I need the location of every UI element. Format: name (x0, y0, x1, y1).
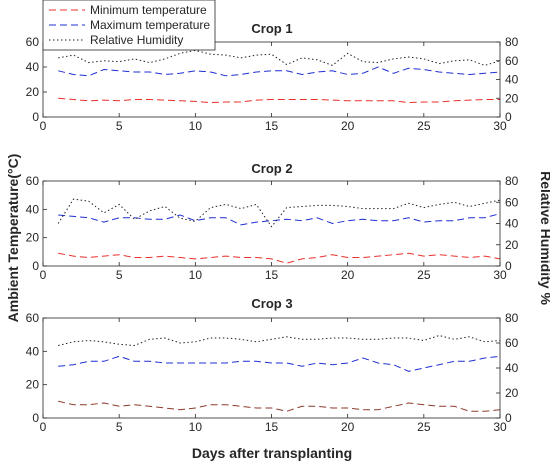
x-tick-label: 15 (265, 119, 279, 133)
y-left-tick-label: 60 (26, 174, 40, 188)
chart-title-1: Crop 1 (251, 21, 292, 36)
y-left-tick-label: 20 (26, 378, 40, 392)
plot-frame-3 (42, 317, 501, 419)
x-tick-label: 5 (116, 268, 123, 282)
series-line-2-1 (58, 252, 501, 264)
x-tick-label: 5 (116, 119, 123, 133)
legend-label: Maximum temperature (90, 18, 210, 32)
x-tick-label: 15 (265, 268, 279, 282)
x-tick-label: 30 (493, 268, 507, 282)
plot-frame-1 (42, 41, 501, 118)
series-line-1-1 (58, 97, 500, 104)
x-tick-label: 5 (116, 420, 123, 434)
y-right-tick-label: 0 (505, 110, 512, 124)
x-tick-label: 0 (40, 420, 47, 434)
series-line-1-3 (58, 49, 501, 66)
y-left-tick-label: 0 (32, 411, 39, 425)
x-tick-label: 20 (341, 420, 355, 434)
y-left-tick-label: 40 (26, 60, 40, 74)
x-tick-label: 30 (493, 119, 507, 133)
y-right-tick-label: 20 (505, 91, 519, 105)
y-left-tick-label: 60 (26, 311, 40, 325)
y-axis-label-left: Ambient Temperature(°C) (5, 154, 21, 323)
y-right-tick-label: 80 (505, 174, 519, 188)
x-tick-label: 0 (40, 268, 47, 282)
y-left-tick-label: 0 (32, 259, 39, 273)
y-right-tick-label: 0 (505, 411, 512, 425)
y-left-tick-label: 20 (26, 231, 40, 245)
x-tick-label: 20 (341, 119, 355, 133)
y-left-tick-label: 20 (26, 85, 40, 99)
y-right-tick-label: 60 (505, 54, 519, 68)
y-right-tick-label: 60 (505, 195, 519, 209)
legend-label: Minimum temperature (90, 3, 207, 17)
x-tick-label: 25 (417, 420, 431, 434)
x-tick-label: 10 (189, 420, 203, 434)
y-right-tick-label: 20 (505, 386, 519, 400)
series-line-2-2 (58, 213, 501, 226)
y-left-tick-label: 40 (26, 344, 40, 358)
y-right-tick-label: 20 (505, 238, 519, 252)
legend-label: Relative Humidity (90, 33, 183, 47)
x-tick-label: 20 (341, 268, 355, 282)
series-line-1-2 (58, 66, 501, 77)
x-tick-label: 0 (40, 119, 47, 133)
y-right-tick-label: 40 (505, 217, 519, 231)
series-line-3-2 (58, 355, 501, 372)
plot-frame-2 (42, 180, 501, 267)
series-line-3-1 (58, 400, 501, 412)
chart-title-2: Crop 2 (251, 161, 292, 176)
y-right-tick-label: 80 (505, 35, 519, 49)
y-right-tick-label: 60 (505, 336, 519, 350)
chart-title-3: Crop 3 (251, 296, 292, 311)
y-axis-label-right: Relative Humidity % (538, 171, 550, 305)
y-left-tick-label: 60 (26, 35, 40, 49)
x-axis-label: Days after transplanting (192, 445, 352, 461)
series-line-2-3 (57, 198, 501, 228)
x-tick-label: 15 (265, 420, 279, 434)
x-tick-label: 25 (417, 119, 431, 133)
y-right-tick-label: 40 (505, 361, 519, 375)
x-tick-label: 10 (189, 268, 203, 282)
y-right-tick-label: 40 (505, 73, 519, 87)
y-left-tick-label: 40 (26, 202, 40, 216)
y-left-tick-label: 0 (32, 110, 39, 124)
series-line-3-3 (58, 334, 501, 347)
y-right-tick-label: 0 (505, 259, 512, 273)
y-right-tick-label: 80 (505, 311, 519, 325)
x-tick-label: 25 (417, 268, 431, 282)
x-tick-label: 10 (189, 119, 203, 133)
x-tick-label: 30 (493, 420, 507, 434)
